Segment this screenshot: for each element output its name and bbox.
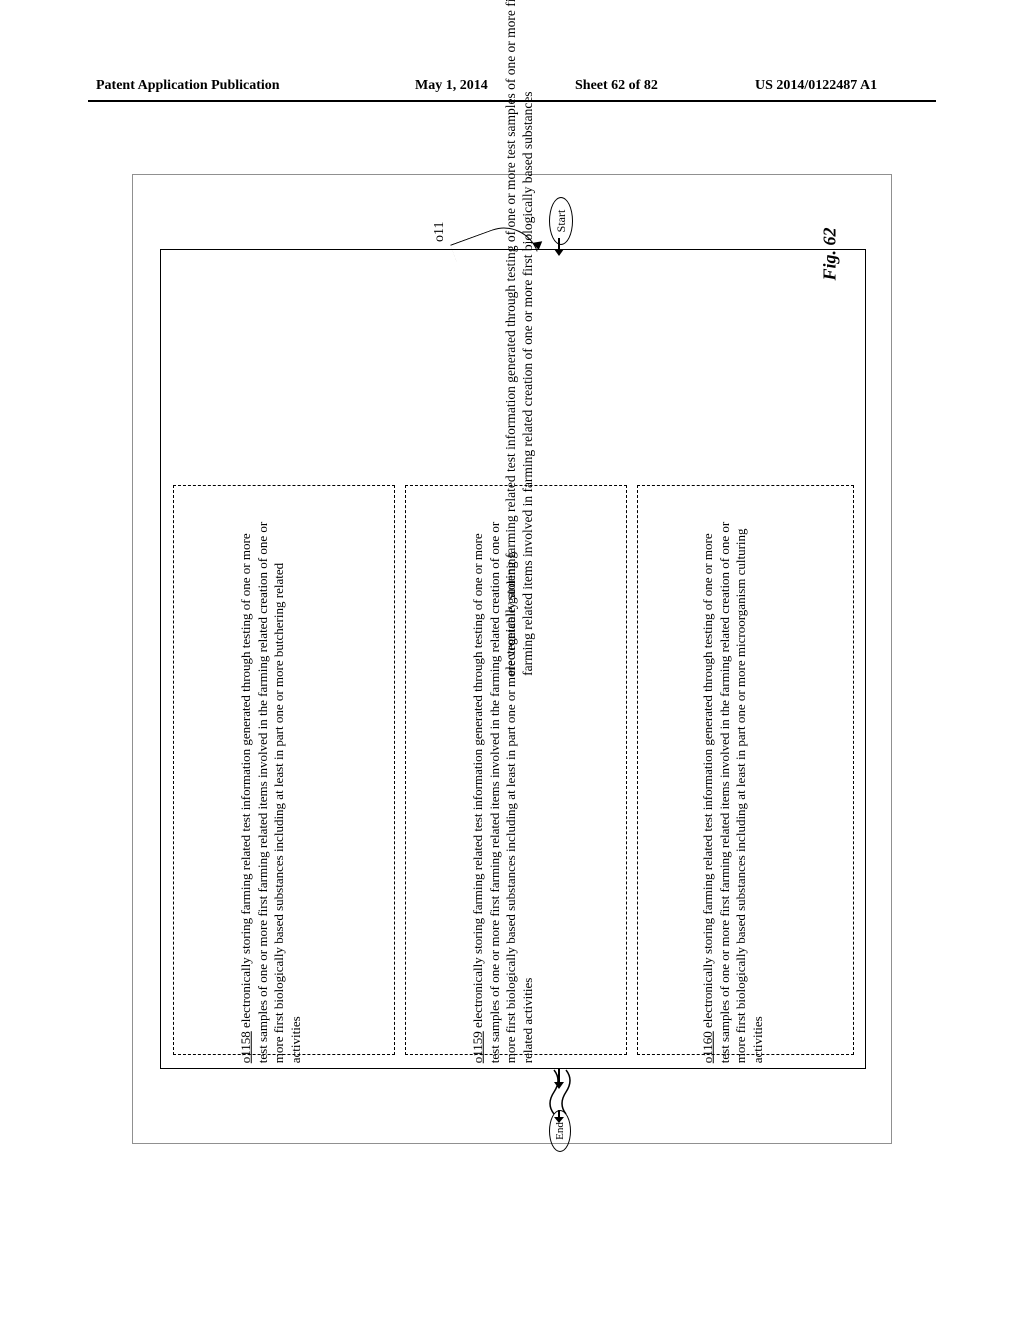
header-sheet: Sheet 62 of 82	[575, 78, 658, 94]
substep-text-3: o1160 electronically storing farming rel…	[700, 515, 767, 1063]
substep-text-2: o1159 electronically storing farming rel…	[470, 515, 537, 1063]
substep-3-id: o1160	[700, 1031, 715, 1063]
substep-2-body: electronically storing farming related t…	[470, 522, 535, 1064]
substep-3-body: electronically storing farming related t…	[700, 522, 765, 1064]
substep-1-id: o1158	[238, 1031, 253, 1063]
substep-2-id: o1159	[470, 1031, 485, 1063]
header-date: May 1, 2014	[415, 78, 488, 94]
substep-1-body: electronically storing farming related t…	[238, 522, 303, 1064]
flow-break-icon	[546, 1068, 574, 1116]
substep-text-1: o1158 electronically storing farming rel…	[238, 515, 305, 1063]
step-id-o11: o11	[432, 202, 448, 242]
end-terminator: End	[549, 1110, 571, 1152]
header-publication: Patent Application Publication	[96, 78, 280, 94]
header-pubnum: US 2014/0122487 A1	[755, 78, 877, 94]
figure-stage: Fig. 62 Start o11 electronically storing…	[0, 200, 1024, 1120]
start-terminator: Start	[549, 197, 573, 245]
